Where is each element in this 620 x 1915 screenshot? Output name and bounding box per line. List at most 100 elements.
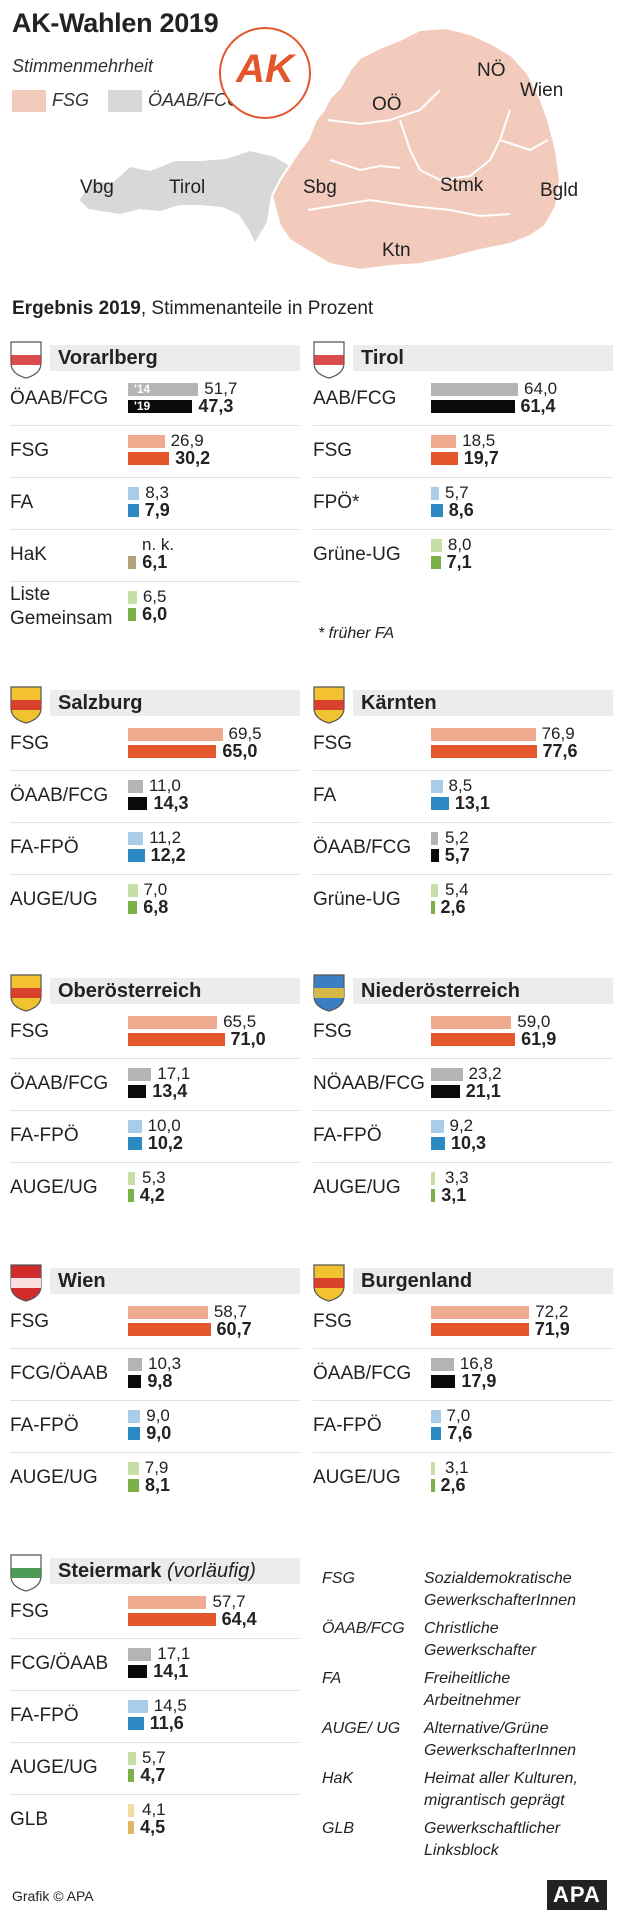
row-divider (313, 1452, 613, 1453)
value-2019: 12,2 (150, 845, 186, 865)
bar-2019 (431, 1375, 456, 1388)
value-2014: 7,0 (143, 880, 168, 899)
state-header-bar (50, 978, 300, 1004)
value-2014: 64,0 (524, 379, 558, 398)
value-2014: 8,3 (145, 483, 169, 502)
legend-swatch-fsg (12, 90, 46, 112)
bar-2019 (128, 1717, 144, 1730)
map-label-ooe: OÖ (372, 94, 402, 115)
glossary-abbr: AUGE/ UG (322, 1720, 401, 1737)
bar-2014 (128, 1410, 141, 1423)
bar-2019 (128, 1033, 225, 1046)
subtitle-rest: , Stimmenanteile in Prozent (140, 298, 374, 319)
value-2014: 5,2 (445, 828, 469, 847)
bar-2014 (431, 884, 439, 897)
year-label-2014: '14 (134, 382, 151, 396)
bar-2019 (431, 1137, 445, 1150)
map-label-wien: Wien (520, 80, 564, 101)
bar-2019 (431, 1085, 460, 1098)
value-2014: 5,7 (142, 1748, 166, 1767)
value-2014: 9,2 (449, 1116, 474, 1135)
value-2014: 5,3 (142, 1168, 166, 1187)
bar-2019 (431, 1323, 529, 1336)
state-shield-icon (10, 341, 42, 379)
row-label: Grüne-UG (313, 889, 401, 910)
row-label: FPÖ* (313, 492, 360, 513)
bar-2014 (128, 780, 143, 793)
bar-2014 (128, 1596, 207, 1609)
state-header-bar (50, 690, 300, 716)
state-name-text: Oberösterreich (58, 980, 202, 1002)
state-shield-icon (313, 974, 345, 1012)
glossary-abbr: FSG (322, 1570, 355, 1587)
glossary-desc: Christliche Gewerkschafter (424, 1620, 537, 1659)
value-2014: 3,3 (445, 1168, 469, 1187)
bar-2014 (128, 487, 140, 500)
bar-2019 (128, 1821, 135, 1834)
value-2019: 6,1 (142, 552, 168, 572)
bar-2019 (128, 1427, 141, 1440)
row-label: NÖAAB/FCG (313, 1073, 425, 1094)
row-divider (10, 874, 300, 875)
value-2014: 7,9 (144, 1458, 169, 1477)
value-2019: 4,5 (140, 1817, 166, 1837)
map-label-sbg: Sbg (303, 177, 337, 198)
value-2014: 16,8 (459, 1354, 493, 1373)
value-2019: 9,0 (146, 1423, 172, 1443)
value-2019: 30,2 (175, 448, 211, 468)
state-name: Oberösterreich (58, 980, 201, 1003)
row-divider (10, 822, 300, 823)
row-label: HaK (10, 544, 47, 565)
map-label-stmk: Stmk (440, 175, 484, 196)
row-divider (10, 770, 300, 771)
row-divider (10, 1110, 300, 1111)
subtitle-bold: Ergebnis 2019 (12, 298, 141, 319)
value-2014: 23,2 (468, 1064, 502, 1083)
glossary-abbr: HaK (322, 1770, 354, 1787)
value-2014: 10,3 (148, 1354, 182, 1373)
bar-2019 (431, 1479, 435, 1492)
bar-2014 (128, 1462, 139, 1475)
bar-2019 (128, 400, 193, 413)
state-name-text: Kärnten (361, 692, 437, 714)
value-2019: 10,3 (451, 1133, 487, 1153)
bar-2014 (431, 1358, 454, 1371)
row-label: GLB (10, 1809, 49, 1830)
value-2014: 69,5 (228, 724, 262, 743)
state-name-text: Niederösterreich (361, 980, 520, 1002)
value-2019: 11,6 (149, 1713, 184, 1733)
bar-2014 (128, 591, 137, 604)
bar-2019 (431, 504, 443, 517)
state-name: Steiermark (vorläufig) (58, 1560, 256, 1583)
glossary-abbr: FA (322, 1670, 342, 1687)
bar-2019 (431, 797, 449, 810)
state-shield-icon (313, 686, 345, 724)
row-label: FSG (313, 733, 353, 754)
value-2019: 4,7 (140, 1765, 166, 1785)
row-label: FA-FPÖ (10, 1705, 79, 1726)
bar-2019 (128, 504, 139, 517)
state-header-bar (353, 345, 613, 371)
majority-label: Stimmenmehrheit (12, 56, 154, 76)
bar-2019 (128, 797, 148, 810)
bar-2019 (431, 901, 435, 914)
value-2019: 77,6 (542, 741, 578, 761)
state-name-text: Salzburg (58, 692, 143, 714)
row-label: FSG (10, 733, 50, 754)
bar-2014 (431, 435, 457, 448)
bar-2014 (431, 1306, 530, 1319)
value-2019: 71,9 (534, 1319, 570, 1339)
bar-2014 (431, 1410, 441, 1423)
row-divider (313, 1400, 613, 1401)
state-name: Niederösterreich (361, 980, 520, 1003)
bar-2019 (128, 608, 137, 621)
ak-logo: AK (236, 47, 294, 91)
state-name: Vorarlberg (58, 347, 158, 370)
bar-2014 (128, 1068, 152, 1081)
value-2019: 2,6 (440, 1475, 466, 1495)
row-label: ÖAAB/FCG (313, 837, 412, 858)
state-shield-icon (10, 974, 42, 1012)
value-2014: 76,9 (541, 724, 575, 743)
row-label: FA-FPÖ (10, 1125, 79, 1146)
bar-2014 (128, 1016, 218, 1029)
